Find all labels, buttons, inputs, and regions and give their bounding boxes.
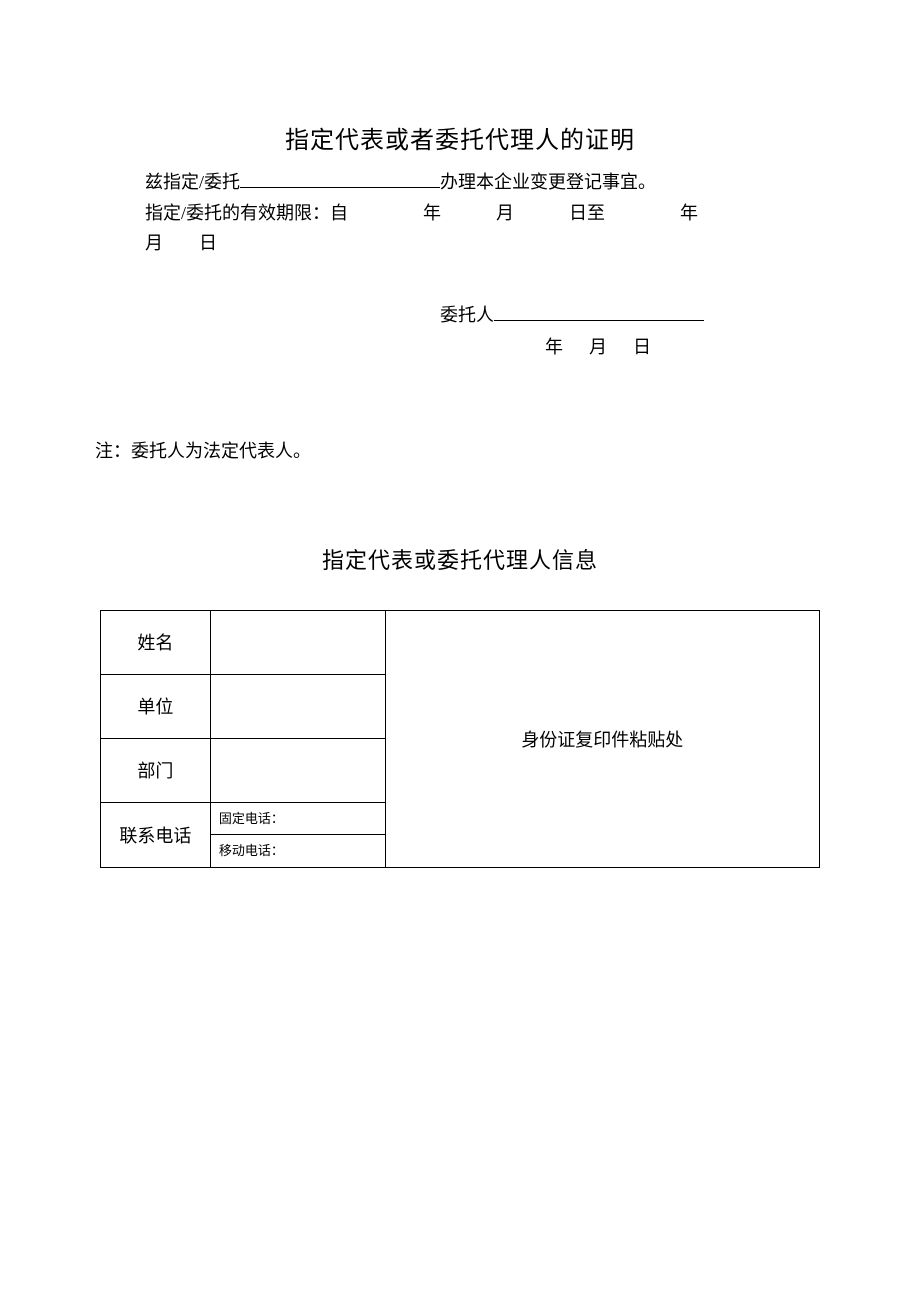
unit-label-cell: 单位 [101, 674, 211, 738]
fixed-phone-label: 固定电话： [211, 803, 385, 835]
dept-label-cell: 部门 [101, 738, 211, 802]
year-char-2: 年 [680, 203, 698, 223]
document-title: 指定代表或者委托代理人的证明 [95, 120, 825, 155]
id-photo-area: 身份证复印件粘贴处 [385, 610, 819, 867]
mobile-phone-label: 移动电话： [211, 835, 385, 867]
dept-value-cell [210, 738, 385, 802]
signature-block: 委托人 年 月 日 [95, 301, 825, 359]
note-text: 注：委托人为法定代表人。 [95, 437, 825, 463]
validity-line-2: 月 日 [145, 228, 805, 259]
line1-suffix: 办理本企业变更登记事宜。 [440, 172, 656, 192]
year-char-1: 年 [423, 203, 441, 223]
phone-value-cell: 固定电话： 移动电话： [210, 802, 385, 867]
entrustor-line: 委托人 [95, 301, 825, 327]
designation-line: 兹指定/委托 办理本企业变更登记事宜。 [145, 167, 805, 198]
validity-line: 指定/委托的有效期限：自 年 月 日至 年 [145, 198, 805, 229]
table-row: 姓名 身份证复印件粘贴处 [101, 610, 820, 674]
signature-date: 年 月 日 [95, 333, 825, 359]
month-char-1: 月 [496, 203, 514, 223]
unit-value-cell [210, 674, 385, 738]
blank-name-underline [240, 168, 440, 188]
entrustor-underline [494, 301, 704, 321]
info-table: 姓名 身份证复印件粘贴处 单位 部门 联系电话 固定电话： 移动电话： [100, 610, 820, 868]
name-label-cell: 姓名 [101, 610, 211, 674]
body-paragraph: 兹指定/委托 办理本企业变更登记事宜。 指定/委托的有效期限：自 年 月 日至 年 月 日 [95, 167, 825, 259]
day-to-char: 日至 [569, 203, 605, 223]
phone-label-cell: 联系电话 [101, 802, 211, 867]
line1-prefix: 兹指定/委托 [145, 172, 240, 192]
info-subtitle: 指定代表或委托代理人信息 [95, 543, 825, 575]
validity-prefix: 指定/委托的有效期限：自 [145, 203, 348, 223]
name-value-cell [210, 610, 385, 674]
entrustor-label: 委托人 [440, 305, 494, 325]
